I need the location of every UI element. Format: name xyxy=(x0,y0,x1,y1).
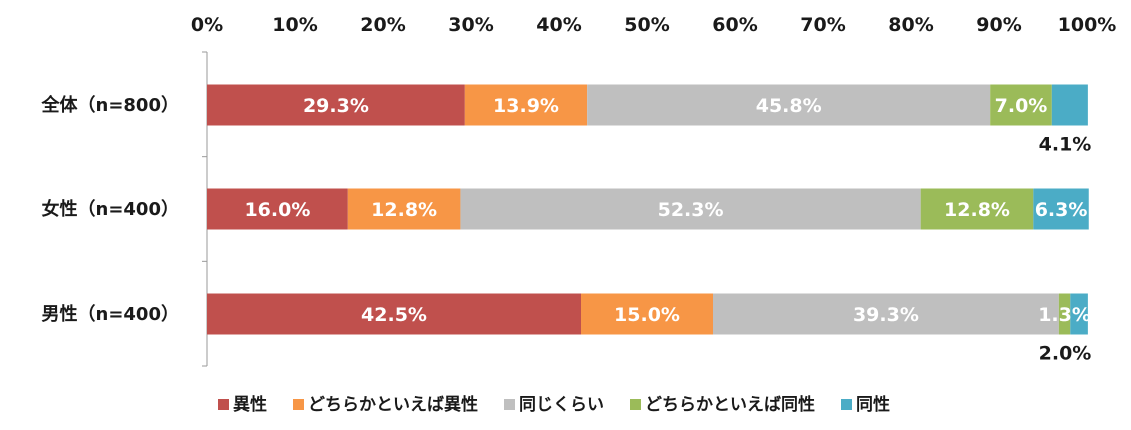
legend-label: 異性 xyxy=(233,394,267,415)
x-tick-label: 40% xyxy=(536,14,581,36)
data-label: 52.3% xyxy=(658,199,724,221)
bar-segment xyxy=(587,84,991,126)
x-tick-label: 20% xyxy=(360,14,405,36)
x-tick-label: 100% xyxy=(1058,14,1117,36)
x-tick-label: 30% xyxy=(448,14,493,36)
legend: 異性 どちらかといえば異性 同じくらい どちらかといえば同性 同性 xyxy=(218,394,890,415)
legend-swatch xyxy=(504,399,515,410)
bars xyxy=(207,84,1089,335)
x-tick-label: 0% xyxy=(191,14,223,36)
data-label: 12.8% xyxy=(944,199,1010,221)
legend-label: 同性 xyxy=(856,394,890,415)
data-label: 16.0% xyxy=(244,199,310,221)
legend-label: どちらかといえば同性 xyxy=(645,394,815,415)
data-label: 12.8% xyxy=(371,199,437,221)
data-label: 13.9% xyxy=(493,95,559,117)
data-label: 2.0% xyxy=(1039,343,1092,365)
category-label: 男性（n=400） xyxy=(42,303,179,325)
bar-segment xyxy=(1051,84,1088,126)
x-tick-label: 10% xyxy=(272,14,317,36)
bar-segment xyxy=(347,188,461,230)
data-label: 7.0% xyxy=(995,95,1048,117)
data-label: 4.1% xyxy=(1039,134,1092,156)
category-label: 全体（n=800） xyxy=(41,94,179,116)
x-axis-ticks: 0% 10% 20% 30% 40% 50% 60% 70% 80% 90% 100% xyxy=(191,14,1116,36)
x-tick-label: 90% xyxy=(976,14,1021,36)
data-label: 6.3% xyxy=(1035,199,1088,221)
bar-segment xyxy=(920,188,1034,230)
x-tick-label: 70% xyxy=(800,14,845,36)
bar-segment xyxy=(464,84,588,126)
bar-segment xyxy=(990,84,1052,126)
bar-segment xyxy=(207,84,465,126)
bar-segment xyxy=(207,188,348,230)
legend-label: 同じくらい xyxy=(519,395,604,415)
data-label: 1.3% xyxy=(1038,304,1091,326)
bar-segment xyxy=(207,293,581,335)
x-tick-label: 50% xyxy=(624,14,669,36)
x-tick-label: 60% xyxy=(712,14,757,36)
bar-segment xyxy=(713,293,1059,335)
data-label: 42.5% xyxy=(361,304,427,326)
data-labels: 29.3% 13.9% 45.8% 7.0% 4.1% 16.0% 12.8% 52.3% 12… xyxy=(244,95,1091,365)
data-label: 39.3% xyxy=(853,304,919,326)
bar-segment xyxy=(1070,293,1088,335)
y-axis xyxy=(202,51,208,367)
legend-swatch xyxy=(293,399,304,410)
bar-segment xyxy=(1033,188,1089,230)
legend-swatch xyxy=(218,399,229,410)
legend-label: どちらかといえば異性 xyxy=(308,394,478,415)
data-label: 15.0% xyxy=(614,304,680,326)
bar-segment xyxy=(1058,293,1071,335)
legend-swatch xyxy=(630,399,641,410)
bar-segment xyxy=(460,188,921,230)
category-labels: 全体（n=800） 女性（n=400） 男性（n=400） xyxy=(41,94,179,325)
x-tick-label: 80% xyxy=(888,14,933,36)
data-label: 45.8% xyxy=(756,95,822,117)
category-label: 女性（n=400） xyxy=(42,198,179,220)
bar-segment xyxy=(581,293,713,335)
legend-swatch xyxy=(841,399,852,410)
data-label: 29.3% xyxy=(303,95,369,117)
